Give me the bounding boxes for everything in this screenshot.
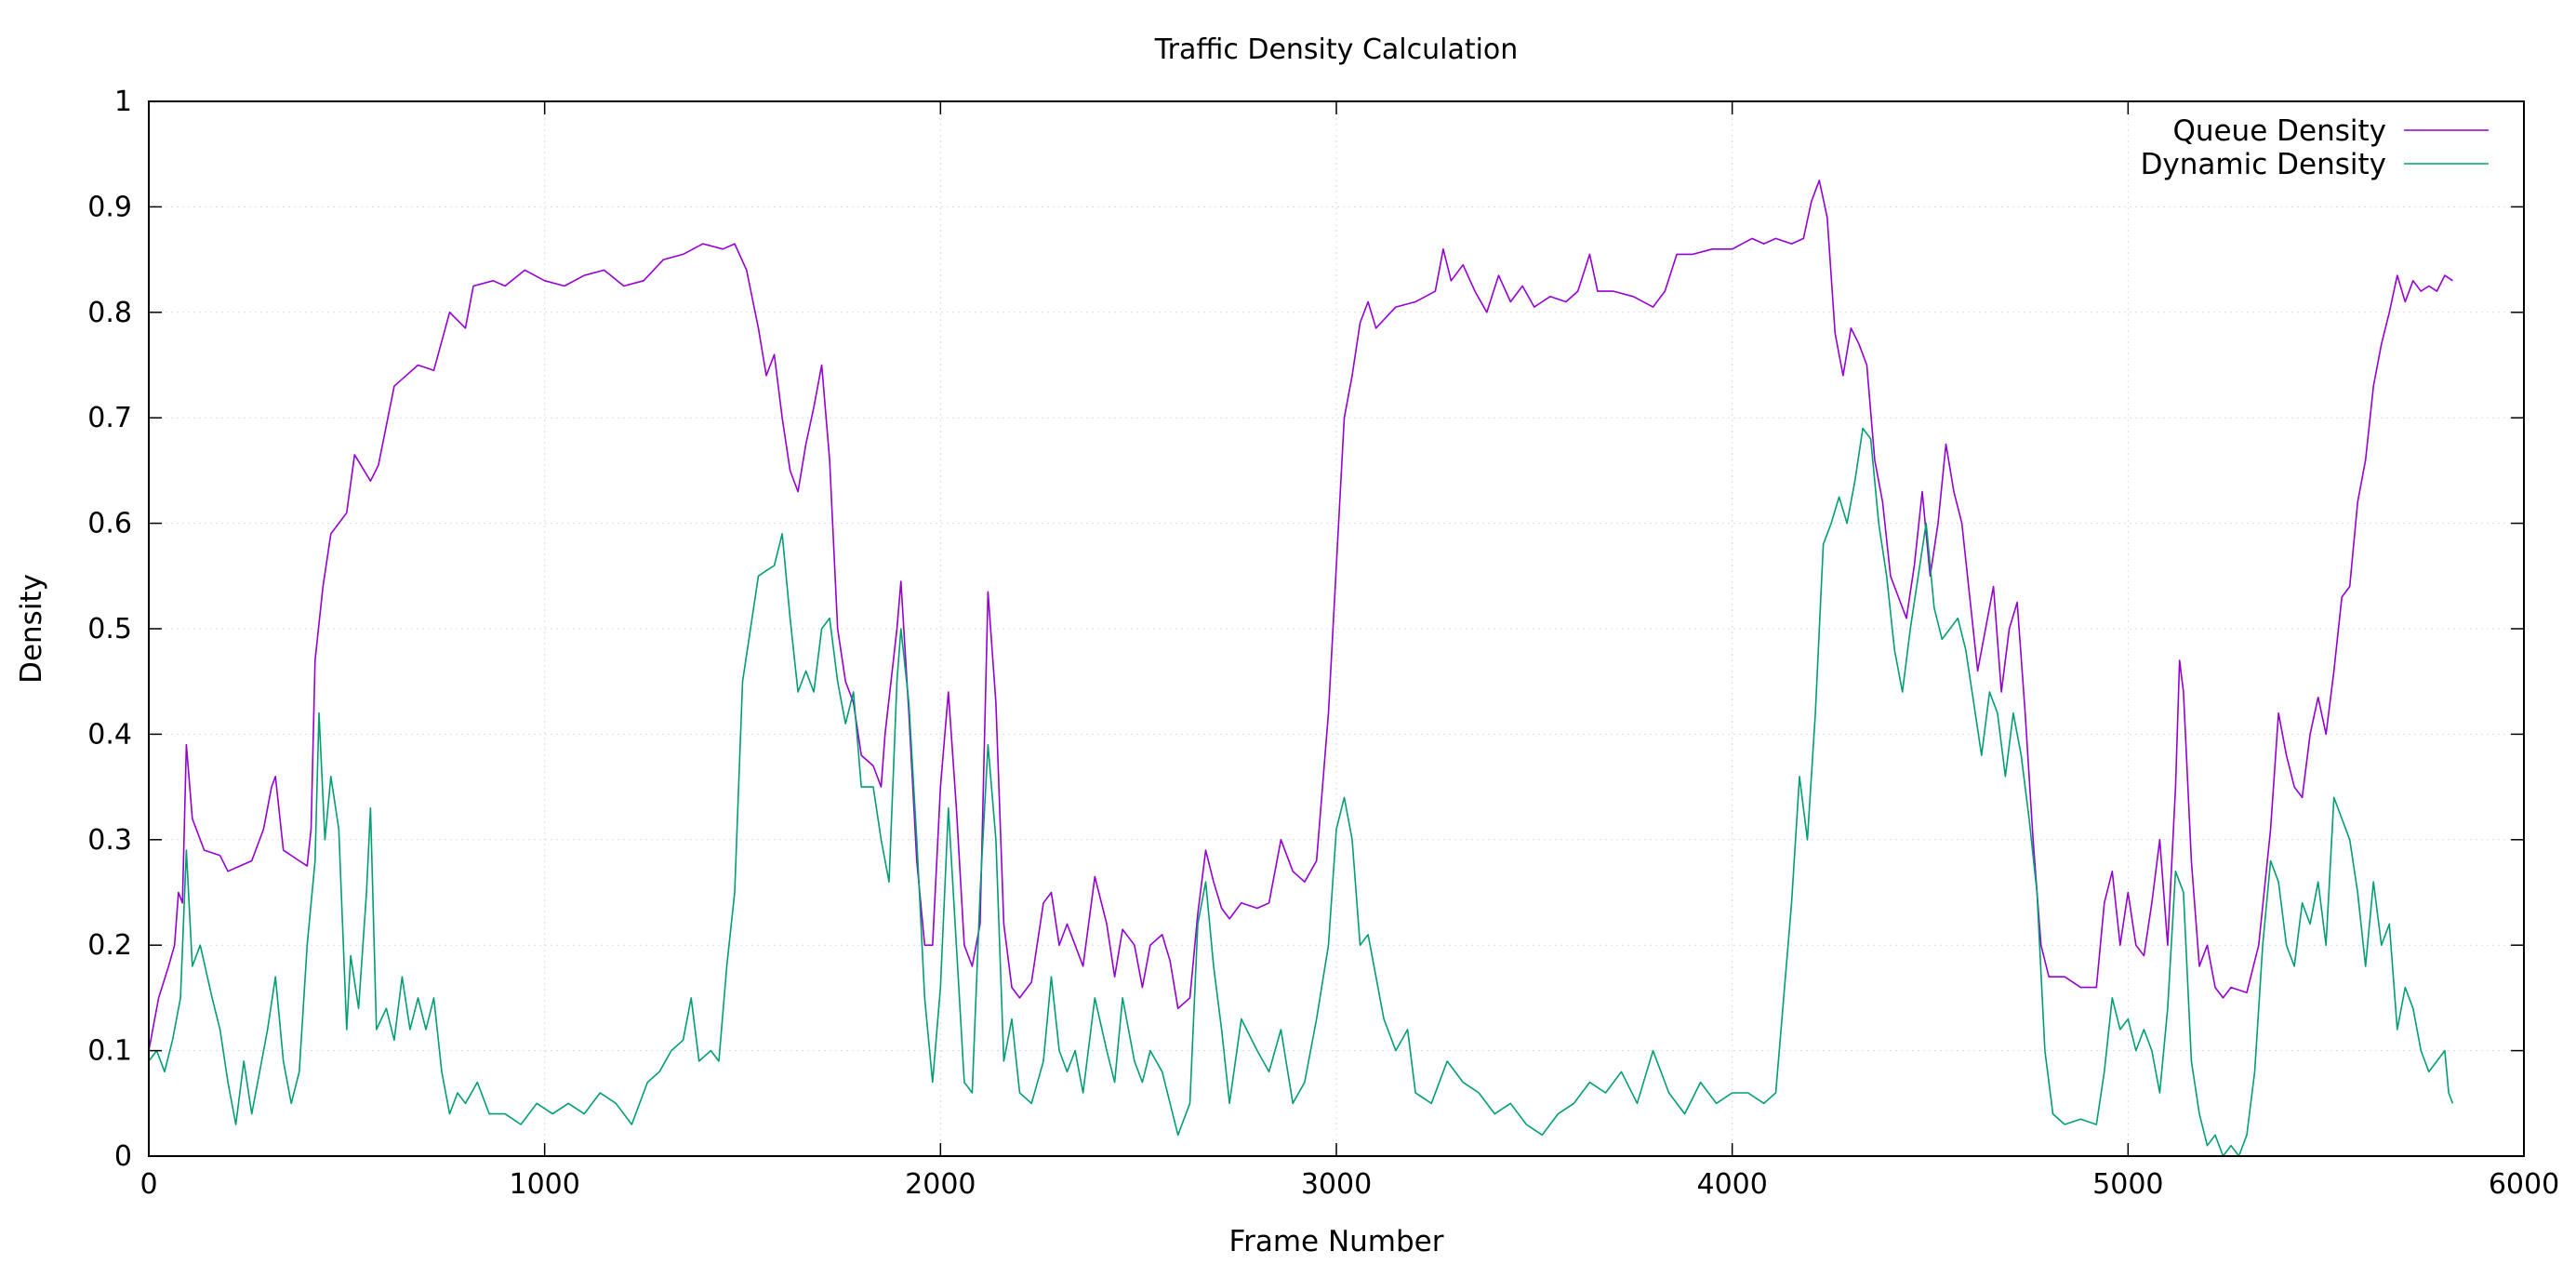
y-tick-label: 0 [114, 1140, 132, 1173]
y-tick-label: 0.2 [87, 929, 132, 962]
y-tick-label: 0.6 [87, 508, 132, 540]
y-tick-label: 0.3 [87, 824, 132, 857]
x-tick-label: 6000 [2489, 1168, 2559, 1201]
legend-label-dynamic-density: Dynamic Density [2141, 148, 2386, 181]
y-axis-label: Density [15, 574, 48, 684]
x-tick-label: 2000 [905, 1168, 976, 1201]
series-line-dynamic-density [148, 427, 2454, 1157]
legend: Queue Density Dynamic Density [2141, 114, 2489, 181]
x-tick-label: 0 [139, 1168, 157, 1201]
series-line-queue-density [148, 180, 2453, 1051]
y-tick-label: 0.1 [87, 1035, 132, 1068]
y-tick-label: 0.5 [87, 613, 132, 645]
x-tick-label: 1000 [509, 1168, 579, 1201]
x-tick-label: 5000 [2092, 1168, 2163, 1201]
y-tick-label: 0.4 [87, 718, 132, 751]
y-tick-label: 0.7 [87, 402, 132, 434]
axis-ticks [148, 100, 2525, 1157]
y-tick-label: 0.8 [87, 297, 132, 329]
y-tick-label: 0.9 [87, 191, 132, 223]
x-tick-label: 3000 [1301, 1168, 1372, 1201]
y-tick-label: 1 [114, 86, 132, 118]
axis-tick-labels: 0 1000 2000 3000 4000 5000 6000 0 0.1 0.2 0.3 0.4 0.… [87, 86, 2559, 1201]
x-tick-label: 4000 [1696, 1168, 1767, 1201]
series-lines [148, 180, 2454, 1157]
legend-label-queue-density: Queue Density [2172, 114, 2386, 148]
chart-title: Traffic Density Calculation [1154, 33, 1519, 66]
x-axis-label: Frame Number [1229, 1225, 1444, 1258]
